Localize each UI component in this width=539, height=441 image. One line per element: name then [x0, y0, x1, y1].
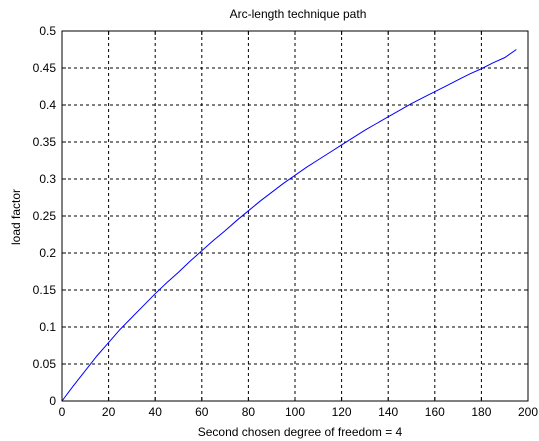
chart-title: Arc-length technique path: [230, 7, 367, 21]
x-tick-label: 60: [195, 405, 209, 419]
x-tick-label: 100: [285, 405, 305, 419]
series-line: [61, 49, 517, 402]
y-tick-label: 0.4: [39, 98, 56, 112]
y-tick-label: 0.45: [33, 61, 57, 75]
y-tick-label: 0.25: [33, 209, 57, 223]
y-tick-label: 0: [49, 394, 56, 408]
grid-layer: [62, 31, 528, 401]
x-axis-label: Second chosen degree of freedom = 4: [198, 425, 403, 439]
tick-label-layer: 0 20 40 60 80 100 120 140 160 180 200 0 0.05 0.1 0.15 0…: [33, 24, 539, 419]
x-tick-label: 140: [378, 405, 398, 419]
plot-border: [61, 30, 529, 402]
x-tick-label: 180: [471, 405, 491, 419]
x-tick-label: 20: [102, 405, 116, 419]
y-tick-label: 0.1: [39, 320, 56, 334]
x-tick-label: 120: [332, 405, 352, 419]
x-tick-label: 80: [242, 405, 256, 419]
y-tick-label: 0.15: [33, 283, 57, 297]
x-tick-label: 0: [59, 405, 66, 419]
x-tick-label: 160: [425, 405, 445, 419]
y-tick-label: 0.2: [39, 246, 56, 260]
y-tick-label: 0.3: [39, 172, 56, 186]
y-tick-label: 0.35: [33, 135, 57, 149]
y-axis-label: load factor: [9, 189, 23, 245]
y-tick-label: 0.05: [33, 357, 57, 371]
x-tick-label: 40: [149, 405, 163, 419]
series-layer: [61, 49, 517, 402]
y-tick-label: 0.5: [39, 24, 56, 38]
x-tick-label: 200: [518, 405, 538, 419]
